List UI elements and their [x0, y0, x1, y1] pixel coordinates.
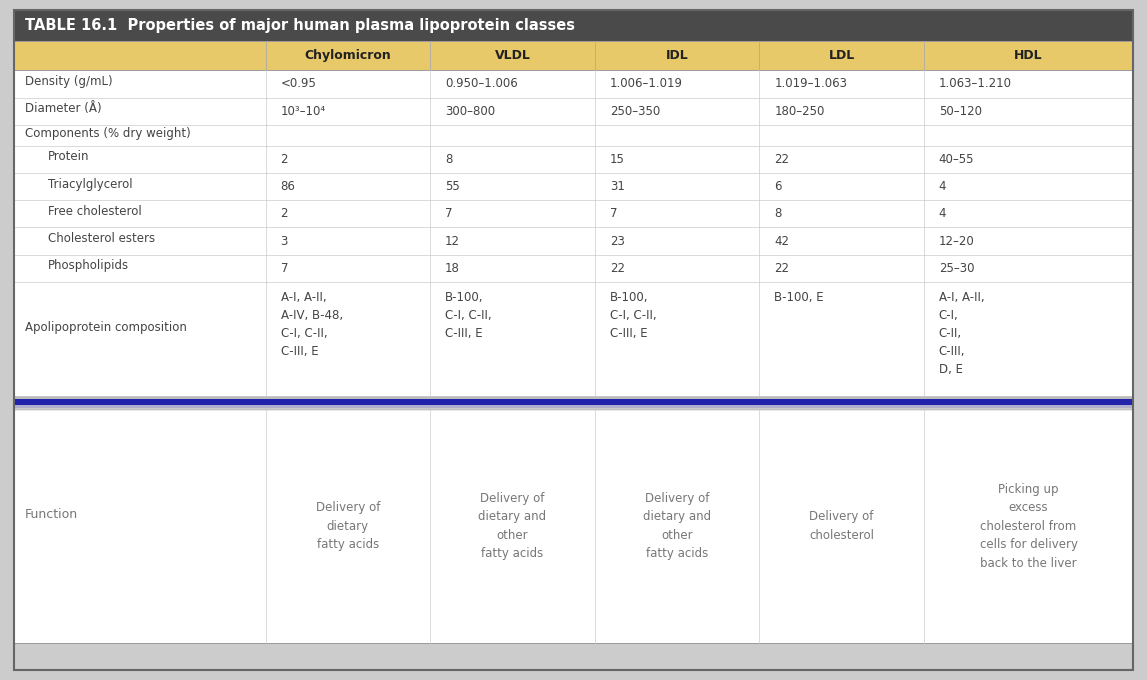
- Bar: [14, 10, 1133, 41]
- Text: 1.019–1.063: 1.019–1.063: [774, 78, 848, 90]
- Text: 25–30: 25–30: [938, 262, 974, 275]
- Text: 10³–10⁴: 10³–10⁴: [281, 105, 326, 118]
- Text: A-I, A-II,
A-IV, B-48,
C-I, C-II,
C-III, E: A-I, A-II, A-IV, B-48, C-I, C-II, C-III,…: [281, 291, 343, 358]
- Text: 23: 23: [610, 235, 625, 248]
- Text: 1.006–1.019: 1.006–1.019: [610, 78, 682, 90]
- Text: 18: 18: [445, 262, 460, 275]
- Text: B-100, E: B-100, E: [774, 291, 824, 304]
- Bar: [14, 228, 1133, 254]
- Text: Free cholesterol: Free cholesterol: [48, 205, 142, 218]
- Text: B-100,
C-I, C-II,
C-III, E: B-100, C-I, C-II, C-III, E: [445, 291, 492, 340]
- Text: Delivery of
cholesterol: Delivery of cholesterol: [809, 511, 874, 542]
- Text: 4: 4: [938, 207, 946, 220]
- Text: 180–250: 180–250: [774, 105, 825, 118]
- Text: TABLE 16.1  Properties of major human plasma lipoprotein classes: TABLE 16.1 Properties of major human pla…: [25, 18, 576, 33]
- Text: Delivery of
dietary
fatty acids: Delivery of dietary fatty acids: [315, 501, 380, 551]
- Text: Cholesterol esters: Cholesterol esters: [48, 232, 155, 245]
- Text: Delivery of
dietary and
other
fatty acids: Delivery of dietary and other fatty acid…: [643, 492, 711, 560]
- Bar: [14, 410, 1133, 643]
- Text: <0.95: <0.95: [281, 78, 317, 90]
- Text: 55: 55: [445, 180, 460, 193]
- Bar: [14, 254, 1133, 282]
- Text: Apolipoprotein composition: Apolipoprotein composition: [25, 321, 187, 334]
- Text: 7: 7: [610, 207, 617, 220]
- Text: 22: 22: [774, 262, 789, 275]
- Text: 3: 3: [281, 235, 288, 248]
- Text: Chylomicron: Chylomicron: [305, 49, 391, 63]
- Text: 12: 12: [445, 235, 460, 248]
- Text: Protein: Protein: [48, 150, 89, 163]
- Text: VLDL: VLDL: [494, 49, 530, 63]
- Text: 50–120: 50–120: [938, 105, 982, 118]
- Text: A-I, A-II,
C-I,
C-II,
C-III,
D, E: A-I, A-II, C-I, C-II, C-III, D, E: [938, 291, 984, 376]
- Text: 250–350: 250–350: [610, 105, 660, 118]
- Text: 2: 2: [281, 153, 288, 166]
- Text: 15: 15: [610, 153, 625, 166]
- Text: 22: 22: [774, 153, 789, 166]
- Text: 4: 4: [938, 180, 946, 193]
- Text: 8: 8: [774, 207, 781, 220]
- Bar: [14, 41, 1133, 70]
- Text: 1.063–1.210: 1.063–1.210: [938, 78, 1012, 90]
- Text: 8: 8: [445, 153, 453, 166]
- Text: Diameter (Å): Diameter (Å): [25, 102, 102, 115]
- Text: 42: 42: [774, 235, 789, 248]
- Text: Picking up
excess
cholesterol from
cells for delivery
back to the liver: Picking up excess cholesterol from cells…: [980, 483, 1077, 570]
- Text: 86: 86: [281, 180, 296, 193]
- Bar: [14, 173, 1133, 201]
- Text: Delivery of
dietary and
other
fatty acids: Delivery of dietary and other fatty acid…: [478, 492, 547, 560]
- Text: Triacylglycerol: Triacylglycerol: [48, 177, 133, 190]
- Bar: [14, 146, 1133, 173]
- Text: 6: 6: [774, 180, 782, 193]
- Text: Function: Function: [25, 508, 78, 521]
- Text: HDL: HDL: [1014, 49, 1043, 63]
- Bar: [14, 201, 1133, 228]
- Text: B-100,
C-I, C-II,
C-III, E: B-100, C-I, C-II, C-III, E: [610, 291, 656, 340]
- Text: Density (g/mL): Density (g/mL): [25, 75, 112, 88]
- Bar: [14, 398, 1133, 405]
- Text: 31: 31: [610, 180, 625, 193]
- Text: 7: 7: [445, 207, 453, 220]
- Text: Components (% dry weight): Components (% dry weight): [25, 126, 192, 139]
- Text: 40–55: 40–55: [938, 153, 974, 166]
- Text: Phospholipids: Phospholipids: [48, 259, 130, 272]
- Text: 300–800: 300–800: [445, 105, 496, 118]
- Bar: [14, 396, 1133, 398]
- Text: 2: 2: [281, 207, 288, 220]
- Bar: [14, 124, 1133, 146]
- Bar: [14, 97, 1133, 124]
- Text: 0.950–1.006: 0.950–1.006: [445, 78, 517, 90]
- Text: 22: 22: [610, 262, 625, 275]
- Bar: [14, 282, 1133, 396]
- Bar: [14, 70, 1133, 97]
- Text: LDL: LDL: [828, 49, 855, 63]
- Bar: [14, 405, 1133, 408]
- Text: 7: 7: [281, 262, 288, 275]
- Text: IDL: IDL: [665, 49, 688, 63]
- Text: 12–20: 12–20: [938, 235, 975, 248]
